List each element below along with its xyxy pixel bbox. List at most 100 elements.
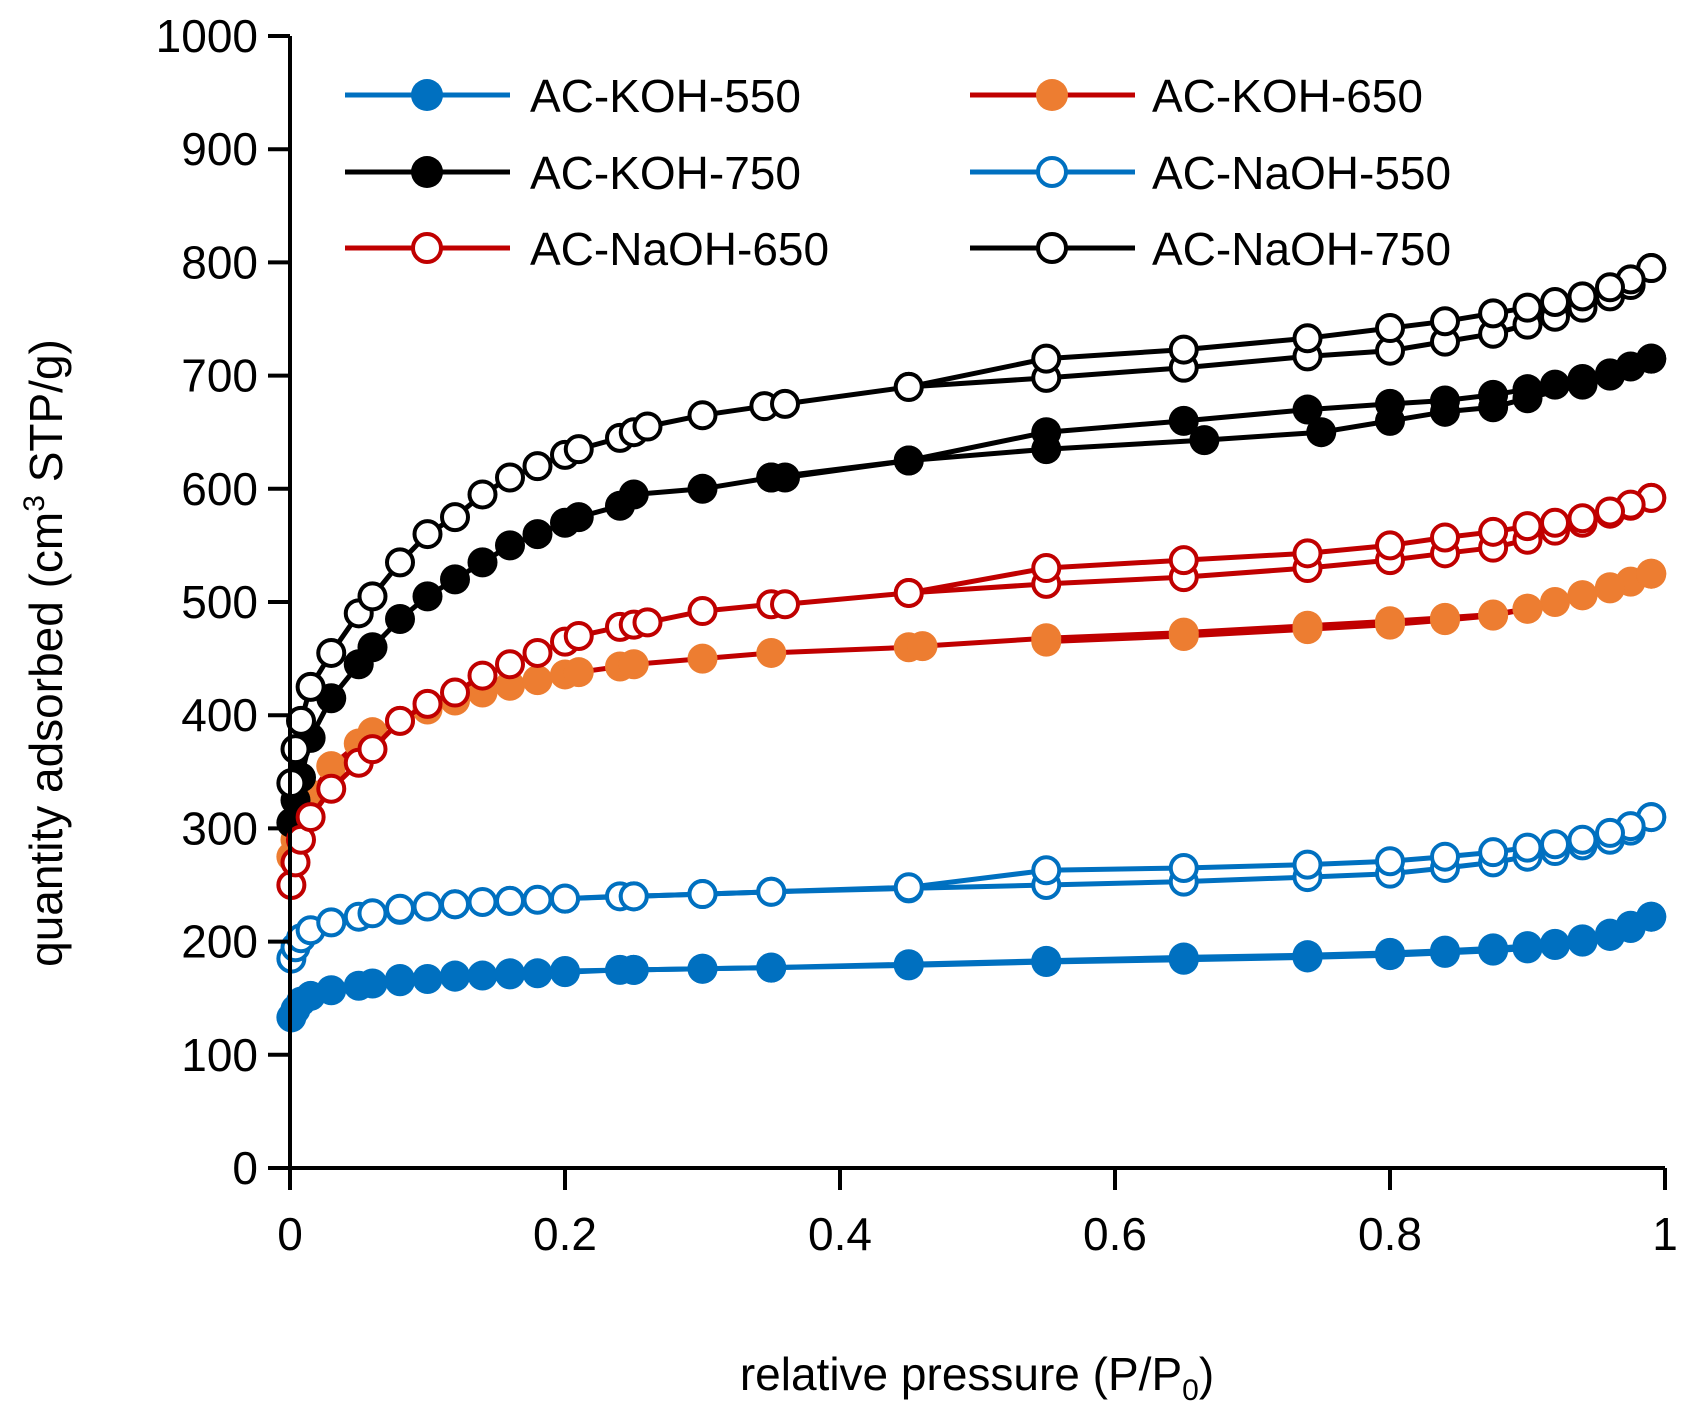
legend-label: AC-KOH-750 bbox=[530, 147, 801, 199]
desorption-point bbox=[1595, 572, 1625, 603]
adsorption-point bbox=[357, 632, 388, 663]
desorption-point bbox=[1567, 281, 1598, 312]
desorption-point bbox=[1168, 334, 1199, 365]
adsorption-point bbox=[316, 907, 347, 938]
adsorption-point bbox=[632, 607, 663, 638]
adsorption-point bbox=[632, 411, 663, 442]
legend: AC-KOH-550 AC-KOH-650 AC-KOH-750 AC-NaOH-55… bbox=[345, 70, 1451, 275]
legend-item: AC-KOH-550 bbox=[345, 70, 801, 122]
desorption-point bbox=[1168, 545, 1199, 576]
desorption-point bbox=[1430, 306, 1460, 337]
x-axis-title-main: relative pressure (P/P bbox=[740, 1348, 1182, 1400]
desorption-point bbox=[1567, 503, 1598, 534]
adsorption-point bbox=[687, 596, 718, 627]
adsorption-point bbox=[770, 589, 800, 620]
adsorption-point bbox=[770, 388, 800, 419]
desorption-point bbox=[1375, 530, 1405, 561]
desorption-point bbox=[756, 876, 787, 907]
adsorption-point bbox=[687, 643, 718, 674]
desorption-point bbox=[1478, 933, 1509, 964]
desorption-point bbox=[893, 872, 924, 903]
y-tick-label: 0 bbox=[232, 1142, 258, 1194]
desorption-point bbox=[1540, 287, 1570, 318]
desorption-point bbox=[440, 960, 470, 991]
desorption-point bbox=[1512, 832, 1543, 863]
desorption-point bbox=[1375, 405, 1405, 436]
adsorption-point bbox=[756, 637, 787, 668]
y-tick-label: 200 bbox=[181, 916, 258, 968]
desorption-point bbox=[1031, 343, 1062, 374]
desorption-point bbox=[1306, 417, 1337, 448]
desorption-point bbox=[1567, 369, 1598, 400]
desorption-point bbox=[1292, 940, 1323, 971]
adsorption-point bbox=[316, 773, 347, 804]
desorption-point bbox=[495, 958, 525, 989]
desorption-point bbox=[1292, 323, 1323, 354]
adsorption-point bbox=[687, 473, 718, 504]
desorption-point bbox=[1540, 507, 1570, 538]
desorption-point bbox=[1478, 392, 1509, 423]
legend-item: AC-KOH-750 bbox=[345, 147, 801, 199]
desorption-point bbox=[1430, 935, 1460, 966]
adsorption-point bbox=[495, 462, 525, 493]
adsorption-point bbox=[385, 705, 415, 736]
adsorption-point bbox=[412, 963, 443, 994]
adsorption-point bbox=[522, 884, 553, 915]
desorption-point bbox=[1595, 360, 1625, 391]
legend-label: AC-NaOH-650 bbox=[530, 223, 829, 275]
adsorption-point bbox=[467, 479, 498, 510]
desorption-point bbox=[1512, 511, 1543, 542]
series-ac-koh-750 bbox=[276, 343, 1667, 838]
desorption-point bbox=[1430, 396, 1460, 427]
desorption-point bbox=[1375, 609, 1405, 640]
y-tick-label: 600 bbox=[181, 463, 258, 515]
desorption-point bbox=[550, 956, 580, 987]
desorption-point bbox=[1595, 918, 1625, 949]
adsorption-point bbox=[316, 751, 347, 782]
desorption-point bbox=[1168, 620, 1199, 651]
y-tick-label: 700 bbox=[181, 350, 258, 402]
desorption-point bbox=[1595, 272, 1625, 303]
adsorption-point bbox=[522, 637, 553, 668]
adsorption-point bbox=[618, 479, 649, 510]
desorption-point bbox=[687, 879, 718, 910]
legend-swatch-marker bbox=[411, 232, 443, 264]
desorption-point bbox=[893, 445, 924, 476]
adsorption-point bbox=[522, 665, 553, 696]
adsorption-point bbox=[385, 603, 415, 634]
desorption-point bbox=[893, 949, 924, 980]
desorption-point bbox=[1540, 928, 1570, 959]
y-tick-label: 100 bbox=[181, 1029, 258, 1081]
adsorption-point bbox=[467, 547, 498, 578]
x-tick-label: 0 bbox=[277, 1208, 303, 1260]
y-axis-title-sup: 3 bbox=[18, 495, 51, 512]
x-tick-label: 0.6 bbox=[1083, 1208, 1147, 1260]
legend-item: AC-NaOH-550 bbox=[970, 147, 1451, 199]
desorption-point bbox=[1512, 383, 1543, 414]
legend-label: AC-NaOH-750 bbox=[1152, 223, 1451, 275]
adsorption-point bbox=[495, 670, 525, 701]
desorption-point bbox=[1595, 817, 1625, 848]
adsorption-point bbox=[1292, 394, 1323, 425]
desorption-point bbox=[1189, 425, 1220, 456]
desorption-point bbox=[1595, 496, 1625, 527]
desorption-point bbox=[1478, 516, 1509, 547]
adsorption-point bbox=[357, 581, 388, 612]
adsorption-point bbox=[1540, 369, 1570, 400]
desorption-point bbox=[1031, 855, 1062, 886]
desorption-point bbox=[1567, 824, 1598, 855]
desorption-point bbox=[1636, 558, 1667, 589]
x-axis-title-sub: 0 bbox=[1182, 1374, 1199, 1402]
desorption-point bbox=[1567, 924, 1598, 955]
adsorption-point bbox=[522, 958, 553, 989]
desorption-point bbox=[1430, 605, 1460, 636]
desorption-point bbox=[1512, 931, 1543, 962]
legend-label: AC-KOH-650 bbox=[1152, 70, 1423, 122]
desorption-point bbox=[1292, 538, 1323, 569]
adsorption-point bbox=[412, 519, 443, 550]
adsorption-point bbox=[467, 960, 498, 991]
desorption-point bbox=[1031, 434, 1062, 465]
y-tick-label: 1000 bbox=[156, 10, 258, 62]
x-tick-label: 0.2 bbox=[533, 1208, 597, 1260]
adsorption-point bbox=[563, 620, 594, 651]
